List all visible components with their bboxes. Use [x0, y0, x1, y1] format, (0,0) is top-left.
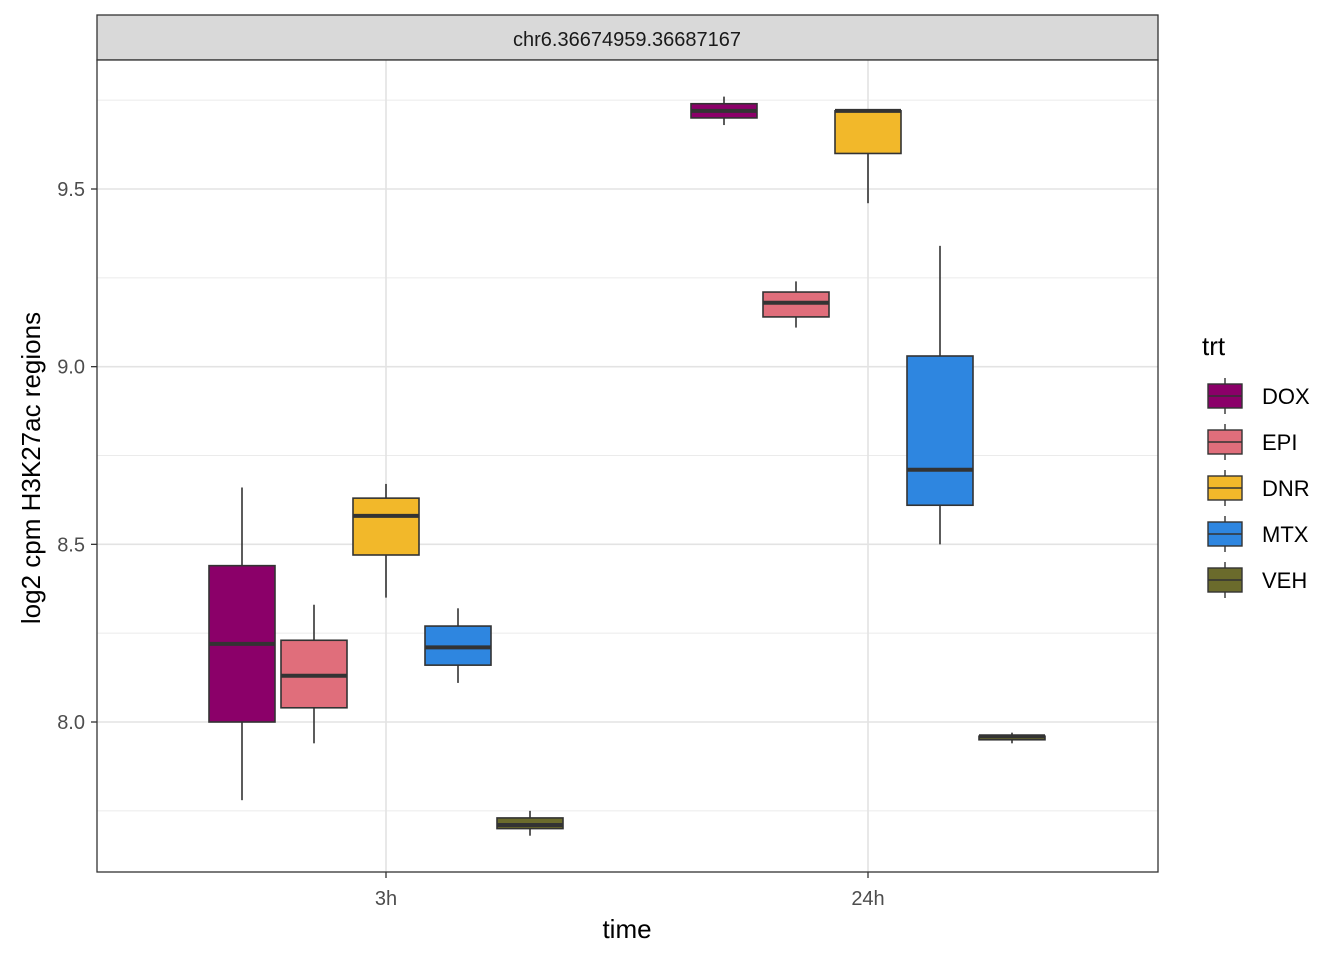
y-tick-label: 9.5	[57, 179, 85, 201]
legend-label: DOX	[1262, 384, 1310, 409]
legend-item-epi: EPI	[1207, 424, 1297, 460]
box-dnr-3h	[352, 483, 420, 598]
box-epi-24h	[762, 281, 830, 328]
box-body	[834, 110, 902, 155]
legend-item-dox: DOX	[1207, 378, 1310, 414]
box-veh-24h	[978, 732, 1046, 744]
y-tick-label: 8.0	[57, 712, 85, 734]
legend-label: MTX	[1262, 522, 1309, 547]
facet-label: chr6.36674959.36687167	[513, 29, 741, 51]
legend-item-dnr: DNR	[1207, 470, 1310, 506]
legend-title: trt	[1202, 331, 1226, 361]
legend-item-veh: VEH	[1207, 562, 1307, 598]
legend-item-mtx: MTX	[1207, 516, 1309, 552]
boxplots	[208, 96, 1046, 836]
legend-label: EPI	[1262, 430, 1297, 455]
box-epi-3h	[280, 604, 348, 744]
x-tick-label: 24h	[851, 888, 884, 910]
box-mtx-3h	[424, 608, 492, 683]
panel-border	[96, 59, 1159, 873]
box-dox-3h	[208, 487, 276, 801]
facet-strip	[96, 14, 1159, 61]
box-mtx-24h	[906, 245, 974, 545]
y-tick-label: 9.0	[57, 357, 85, 379]
x-axis: 3h 24h	[375, 872, 885, 910]
box-body	[906, 355, 974, 507]
legend-label: VEH	[1262, 568, 1307, 593]
box-veh-3h	[496, 810, 564, 836]
legend: trt DOX EPI DNR MTX VEH	[1202, 331, 1310, 598]
legend-label: DNR	[1262, 476, 1310, 501]
x-tick-label: 3h	[375, 888, 397, 910]
y-tick-label: 8.5	[57, 534, 85, 556]
x-axis-title: time	[602, 914, 651, 944]
y-axis-title: log2 cpm H3K27ac regions	[16, 312, 46, 624]
plot-panel	[97, 60, 1158, 872]
y-axis: 8.0 8.5 9.0 9.5	[57, 179, 97, 734]
box-dox-24h	[690, 96, 758, 126]
box-dnr-24h	[834, 108, 902, 204]
box-body	[352, 497, 420, 556]
